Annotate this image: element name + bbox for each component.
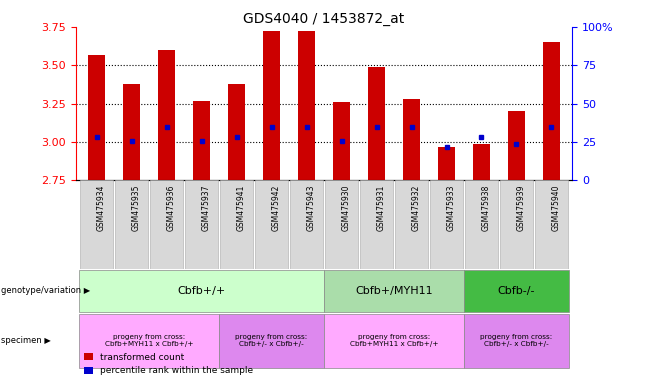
- Bar: [472, 144, 490, 180]
- Bar: [263, 31, 280, 180]
- Bar: [360, 180, 393, 269]
- Bar: [464, 314, 569, 367]
- Text: GSM475935: GSM475935: [132, 185, 141, 232]
- Text: Cbfb+/+: Cbfb+/+: [178, 286, 226, 296]
- Bar: [79, 270, 324, 312]
- Text: GSM475934: GSM475934: [97, 185, 106, 232]
- Bar: [465, 180, 498, 269]
- Text: GSM475932: GSM475932: [411, 185, 420, 231]
- Bar: [543, 42, 560, 180]
- Text: GSM475941: GSM475941: [237, 185, 245, 231]
- Bar: [430, 180, 463, 269]
- Text: GSM475936: GSM475936: [166, 185, 176, 232]
- Bar: [508, 111, 525, 180]
- Bar: [464, 270, 569, 312]
- Bar: [79, 314, 219, 367]
- Text: GSM475930: GSM475930: [342, 185, 351, 232]
- Bar: [368, 67, 386, 180]
- Text: specimen ▶: specimen ▶: [1, 336, 51, 345]
- Bar: [228, 84, 245, 180]
- Bar: [193, 101, 211, 180]
- Bar: [535, 180, 569, 269]
- Text: progeny from cross:
Cbfb+MYH11 x Cbfb+/+: progeny from cross: Cbfb+MYH11 x Cbfb+/+: [350, 334, 438, 347]
- Bar: [220, 180, 253, 269]
- Text: Cbfb+/MYH11: Cbfb+/MYH11: [355, 286, 433, 296]
- Text: GSM475943: GSM475943: [307, 185, 316, 232]
- Bar: [88, 55, 105, 180]
- Text: progeny from cross:
Cbfb+MYH11 x Cbfb+/+: progeny from cross: Cbfb+MYH11 x Cbfb+/+: [105, 334, 193, 347]
- Bar: [115, 180, 149, 269]
- Text: genotype/variation ▶: genotype/variation ▶: [1, 286, 91, 295]
- Bar: [298, 31, 315, 180]
- Bar: [290, 180, 323, 269]
- Bar: [123, 84, 140, 180]
- Bar: [185, 180, 218, 269]
- Bar: [255, 180, 288, 269]
- Text: Cbfb-/-: Cbfb-/-: [497, 286, 535, 296]
- Text: GSM475937: GSM475937: [201, 185, 211, 232]
- Text: progeny from cross:
Cbfb+/- x Cbfb+/-: progeny from cross: Cbfb+/- x Cbfb+/-: [480, 334, 553, 347]
- Bar: [324, 314, 464, 367]
- Legend: transformed count, percentile rank within the sample: transformed count, percentile rank withi…: [80, 349, 257, 379]
- Text: GSM475940: GSM475940: [551, 185, 561, 232]
- Bar: [219, 314, 324, 367]
- Bar: [499, 180, 533, 269]
- Title: GDS4040 / 1453872_at: GDS4040 / 1453872_at: [243, 12, 405, 26]
- Bar: [80, 180, 113, 269]
- Text: GSM475931: GSM475931: [376, 185, 386, 231]
- Text: progeny from cross:
Cbfb+/- x Cbfb+/-: progeny from cross: Cbfb+/- x Cbfb+/-: [236, 334, 308, 347]
- Text: GSM475933: GSM475933: [447, 185, 455, 232]
- Bar: [150, 180, 184, 269]
- Bar: [403, 99, 420, 180]
- Text: GSM475939: GSM475939: [517, 185, 526, 232]
- Bar: [158, 50, 176, 180]
- Bar: [325, 180, 359, 269]
- Text: GSM475942: GSM475942: [272, 185, 280, 231]
- Bar: [333, 102, 350, 180]
- Bar: [395, 180, 428, 269]
- Text: GSM475938: GSM475938: [482, 185, 490, 231]
- Bar: [438, 147, 455, 180]
- Bar: [324, 270, 464, 312]
